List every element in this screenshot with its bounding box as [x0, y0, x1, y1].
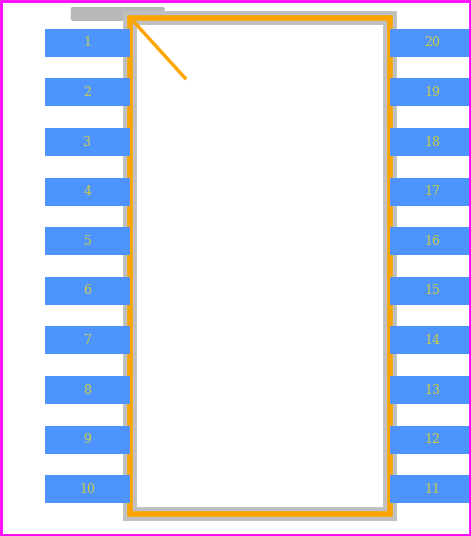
Text: 5: 5 [83, 235, 91, 248]
Text: 2: 2 [83, 86, 91, 99]
Text: 1: 1 [83, 36, 91, 49]
Text: 15: 15 [424, 284, 440, 297]
Bar [130, 18, 390, 514]
Text: 9: 9 [83, 433, 91, 446]
Text: 6: 6 [83, 284, 91, 297]
Text: 13: 13 [424, 383, 440, 397]
Bar [45, 277, 130, 305]
Text: 18: 18 [424, 136, 440, 148]
Bar [45, 177, 130, 206]
Bar [45, 227, 130, 255]
Bar [390, 29, 471, 57]
Bar [45, 29, 130, 57]
Text: 11: 11 [424, 483, 440, 496]
Bar [45, 475, 130, 503]
Bar [390, 177, 471, 206]
FancyBboxPatch shape [71, 7, 165, 21]
Bar [45, 426, 130, 453]
Bar [390, 475, 471, 503]
Bar [390, 78, 471, 107]
Bar [390, 128, 471, 156]
Text: 10: 10 [80, 483, 96, 496]
Bar [130, 18, 390, 514]
Text: 19: 19 [424, 86, 440, 99]
Bar [390, 376, 471, 404]
Bar [390, 227, 471, 255]
Bar [390, 277, 471, 305]
Text: 12: 12 [424, 433, 440, 446]
Text: 16: 16 [424, 235, 440, 248]
Bar [45, 78, 130, 107]
Text: 14: 14 [424, 334, 440, 347]
Bar [45, 128, 130, 156]
Bar [390, 326, 471, 354]
Bar [390, 426, 471, 453]
Bar [45, 326, 130, 354]
Text: 17: 17 [424, 185, 440, 198]
Text: 7: 7 [83, 334, 91, 347]
Bar [45, 376, 130, 404]
Text: 8: 8 [83, 383, 91, 397]
Text: 4: 4 [83, 185, 91, 198]
Text: 20: 20 [424, 36, 440, 49]
Text: 3: 3 [83, 136, 91, 148]
